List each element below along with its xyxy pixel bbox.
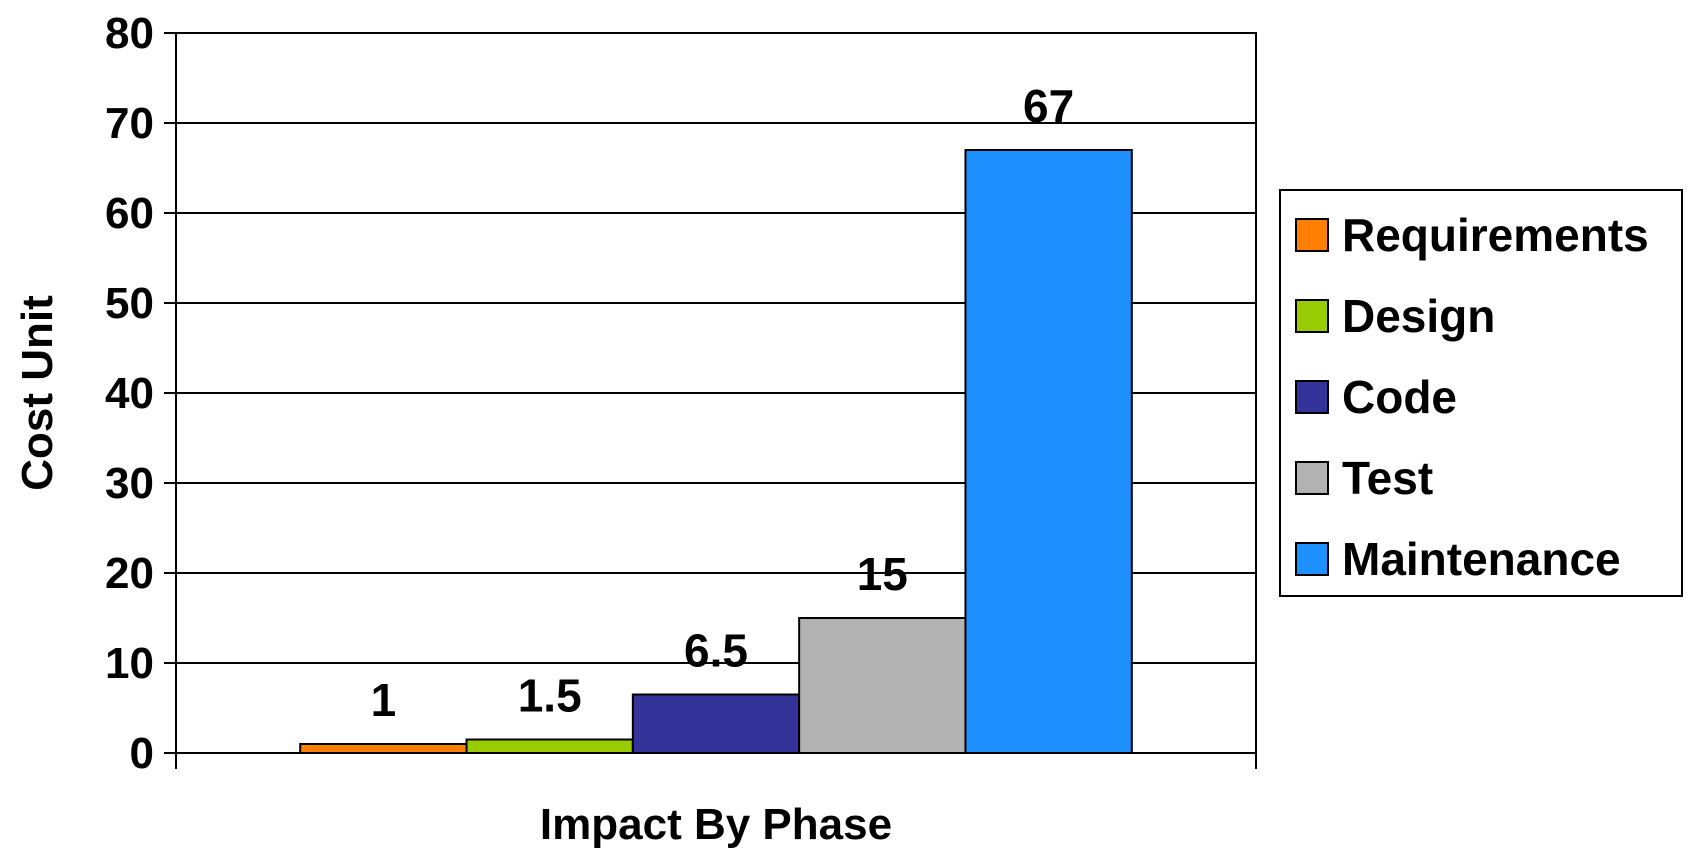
legend-label-code: Code [1342,371,1457,423]
legend-swatch-maintenance [1295,542,1329,576]
y-tick-label: 60 [105,189,154,238]
legend-label-maintenance: Maintenance [1342,533,1621,585]
y-tick-label: 10 [105,639,154,688]
legend-swatch-design [1295,299,1329,333]
y-tick-label: 30 [105,459,154,508]
bars [299,149,1133,754]
data-label-test: 15 [857,548,908,600]
legend-label-requirements: Requirements [1342,209,1649,261]
legend-swatch-requirements [1295,218,1329,252]
y-tick-label: 20 [105,549,154,598]
x-axis-title: Impact By Phase [540,800,892,849]
data-label-code: 6.5 [684,625,748,677]
data-label-maintenance: 67 [1023,80,1074,132]
y-axis-ticks: 0 10 20 30 40 50 60 70 80 [105,9,1257,778]
data-labels: 1 1.5 6.5 15 67 [371,80,1075,726]
legend-swatch-code [1295,380,1329,414]
bar-design [465,738,634,754]
legend-label-design: Design [1342,290,1495,342]
legend-label-test: Test [1342,452,1433,504]
bar-code [631,693,801,754]
y-tick-label: 50 [105,279,154,328]
bar-requirements [299,743,468,754]
legend-box [1279,189,1683,597]
legend: Requirements Design Code Test Maintenance [1279,189,1683,597]
bar-maintenance [964,149,1133,754]
legend-swatch-test [1295,461,1329,495]
y-tick-label: 40 [105,369,154,418]
data-label-requirements: 1 [371,674,397,726]
y-tick-label: 80 [105,9,154,58]
y-tick-label: 0 [130,729,154,778]
y-axis-title: Cost Unit [13,295,62,491]
y-tick-label: 70 [105,99,154,148]
bar-test [798,617,967,754]
data-label-design: 1.5 [518,670,582,722]
